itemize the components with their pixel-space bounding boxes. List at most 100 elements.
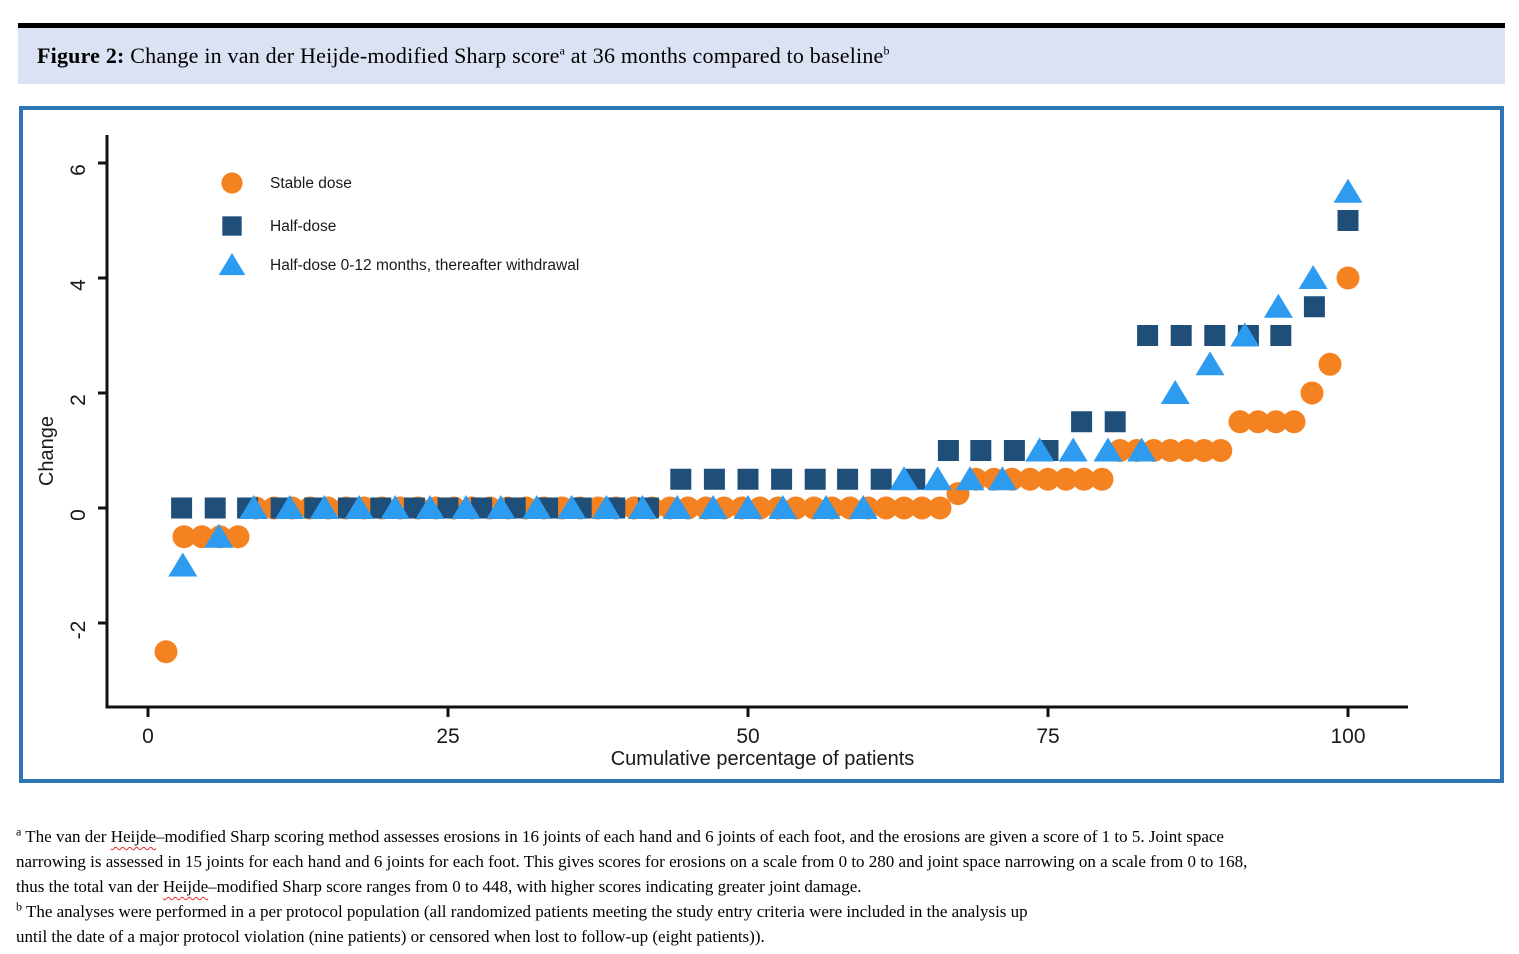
top-border-rule	[18, 23, 1505, 28]
point-half-dose-0-12-months-thereafter-withdrawal	[239, 495, 269, 519]
text-segment: –modified Sharp scoring method assesses …	[156, 827, 1224, 846]
x-tick-label: 25	[436, 725, 459, 748]
y-tick-label: -2	[67, 621, 90, 640]
figure-title-banner: Figure 2: Change in van der Heijde-modif…	[18, 28, 1505, 84]
point-half-dose-0-12-months-thereafter-withdrawal	[1025, 437, 1055, 462]
text-segment: thus the total van der	[16, 877, 163, 896]
footnote-line: until the date of a major protocol viola…	[16, 924, 1511, 949]
point-stable-dose	[1018, 467, 1042, 491]
point-stable-dose	[892, 496, 916, 520]
point-half-dose-0-12-months-thereafter-withdrawal	[591, 495, 621, 519]
point-half-dose	[737, 468, 759, 490]
point-half-dose-0-12-months-thereafter-withdrawal	[889, 466, 919, 491]
legend-circle-swatch	[221, 172, 243, 194]
point-half-dose-0-12-months-thereafter-withdrawal	[522, 495, 552, 519]
point-half-dose-0-12-months-thereafter-withdrawal	[380, 495, 410, 519]
point-half-dose	[437, 497, 459, 519]
superscript: a	[16, 824, 22, 839]
x-axis-title: Cumulative percentage of patients	[611, 748, 915, 770]
point-stable-dose	[1036, 467, 1060, 491]
text-segment: narrowing is assessed in 15 joints for e…	[16, 852, 1248, 871]
point-stable-dose	[1192, 439, 1216, 462]
point-half-dose	[171, 497, 193, 519]
legend-label: Half-dose 0-12 months, thereafter withdr…	[270, 257, 579, 274]
point-stable-dose	[1282, 410, 1306, 434]
x-tick-label: 50	[736, 725, 759, 748]
point-half-dose-0-12-months-thereafter-withdrawal	[415, 495, 445, 519]
point-half-dose	[1170, 325, 1192, 346]
point-half-dose-0-12-months-thereafter-withdrawal	[204, 523, 234, 548]
point-stable-dose	[1175, 439, 1199, 462]
point-half-dose	[870, 468, 892, 490]
point-stable-dose	[1300, 381, 1324, 405]
point-half-dose-0-12-months-thereafter-withdrawal	[1093, 437, 1123, 462]
y-tick-label: 4	[67, 279, 90, 291]
point-half-dose	[1337, 210, 1359, 231]
text-segment: The van der	[21, 827, 111, 846]
point-half-dose-0-12-months-thereafter-withdrawal	[1230, 322, 1260, 347]
point-half-dose-0-12-months-thereafter-withdrawal	[923, 466, 953, 491]
point-half-dose-0-12-months-thereafter-withdrawal	[811, 495, 841, 519]
point-half-dose-0-12-months-thereafter-withdrawal	[344, 495, 374, 519]
x-tick-label: 75	[1036, 725, 1059, 748]
point-half-dose-0-12-months-thereafter-withdrawal	[1298, 265, 1328, 289]
point-half-dose-0-12-months-thereafter-withdrawal	[168, 552, 198, 577]
point-half-dose-0-12-months-thereafter-withdrawal	[627, 495, 657, 519]
chart-svg: -2 0 2 4 6 0 25 50 75 100 Change Cumulative percent…	[36, 135, 1408, 770]
point-stable-dose	[1246, 410, 1270, 434]
point-half-dose-0-12-months-thereafter-withdrawal	[557, 495, 587, 519]
point-stable-dose	[1158, 439, 1182, 462]
point-half-dose-0-12-months-thereafter-withdrawal	[698, 495, 728, 519]
point-half-dose-0-12-months-thereafter-withdrawal	[987, 466, 1017, 491]
point-half-dose	[937, 440, 959, 461]
point-half-dose	[703, 468, 725, 490]
point-stable-dose	[1072, 467, 1096, 491]
footnote-line: narrowing is assessed in 15 joints for e…	[16, 849, 1511, 874]
point-half-dose	[1003, 440, 1025, 461]
point-half-dose	[1104, 411, 1126, 433]
y-axis-title: Change	[36, 416, 58, 486]
point-stable-dose	[1264, 410, 1288, 434]
point-half-dose-0-12-months-thereafter-withdrawal	[848, 495, 878, 519]
point-stable-dose	[1228, 410, 1252, 434]
point-half-dose	[804, 468, 826, 490]
point-stable-dose	[1090, 467, 1114, 491]
point-half-dose-0-12-months-thereafter-withdrawal	[1263, 293, 1293, 318]
x-tick-label: 0	[142, 725, 154, 748]
superscript: a	[559, 43, 566, 58]
point-half-dose-0-12-months-thereafter-withdrawal	[451, 495, 481, 519]
x-tick-label: 100	[1330, 725, 1365, 748]
text-segment: The analyses were performed in a per pro…	[22, 902, 1028, 921]
point-half-dose	[1303, 296, 1325, 318]
footnote-line: thus the total van der Heijde–modified S…	[16, 874, 1511, 899]
point-half-dose-0-12-months-thereafter-withdrawal	[309, 495, 339, 519]
point-half-dose	[1270, 325, 1292, 346]
point-stable-dose	[154, 640, 178, 664]
point-half-dose-0-12-months-thereafter-withdrawal	[1195, 351, 1225, 376]
text-segment: –modified Sharp score ranges from 0 to 4…	[208, 877, 862, 896]
point-half-dose-0-12-months-thereafter-withdrawal	[955, 466, 985, 491]
point-half-dose-0-12-months-thereafter-withdrawal	[486, 495, 516, 519]
point-stable-dose	[1336, 266, 1360, 290]
legend-triangle-swatch	[218, 253, 246, 276]
point-stable-dose	[1054, 467, 1078, 491]
point-half-dose-0-12-months-thereafter-withdrawal	[1333, 178, 1363, 203]
legend-label: Half-dose	[270, 218, 336, 235]
point-half-dose-0-12-months-thereafter-withdrawal	[1058, 437, 1088, 462]
text-segment: Figure 2:	[37, 43, 125, 68]
y-tick-label: 2	[67, 394, 90, 406]
footnote-line: a The van der Heijde–modified Sharp scor…	[16, 824, 1511, 849]
text-segment: Heijde	[162, 877, 209, 896]
point-half-dose	[670, 468, 692, 490]
legend-square-swatch	[222, 216, 242, 236]
point-stable-dose	[226, 525, 250, 549]
y-tick-label: 6	[67, 164, 90, 176]
point-half-dose	[1071, 411, 1093, 433]
text-segment: at 36 months compared to baseline	[565, 43, 884, 68]
point-half-dose	[1204, 325, 1226, 346]
superscript: b	[16, 899, 22, 914]
point-half-dose-0-12-months-thereafter-withdrawal	[1127, 437, 1157, 462]
point-half-dose	[204, 497, 226, 519]
point-stable-dose	[1209, 439, 1233, 462]
